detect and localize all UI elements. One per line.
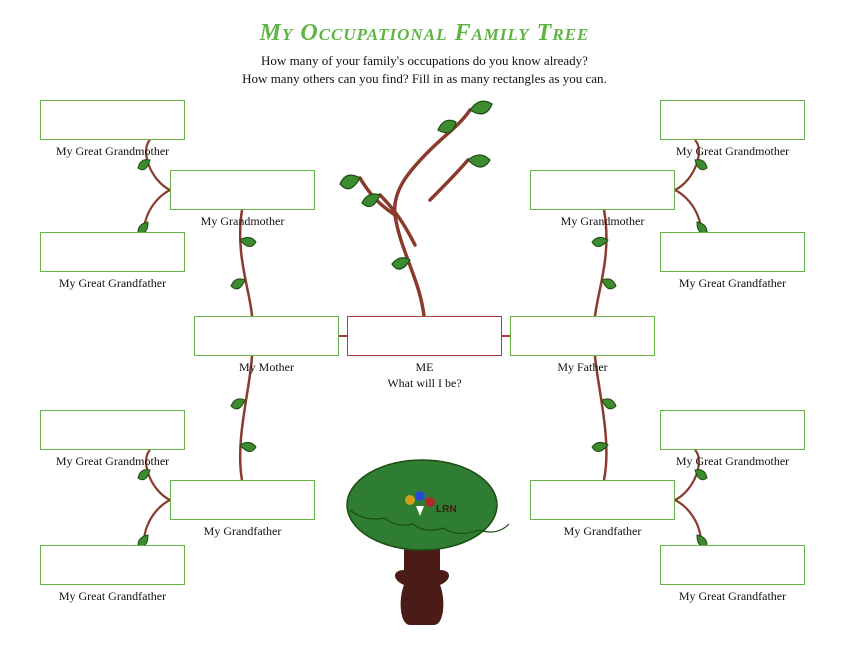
label-m_gpa_ggf: My Great Grandfather [40, 589, 185, 604]
logo-text: LRN [436, 504, 457, 515]
label-f_gma: My Grandmother [530, 214, 675, 229]
label-f_gma_ggm: My Great Grandmother [660, 144, 805, 159]
box-m_gma_ggf[interactable] [40, 232, 185, 272]
box-m_gma_ggm[interactable] [40, 100, 185, 140]
label-f_gpa: My Grandfather [530, 524, 675, 539]
box-f_gma[interactable] [530, 170, 675, 210]
sublabel-me: What will I be? [347, 376, 502, 391]
subtitle-line-1: How many of your family's occupations do… [0, 52, 849, 70]
label-f_gpa_ggf: My Great Grandfather [660, 589, 805, 604]
box-f_gpa_ggm[interactable] [660, 410, 805, 450]
tree-icon: LRN [347, 460, 509, 625]
box-f_gma_ggf[interactable] [660, 232, 805, 272]
label-mother: My Mother [194, 360, 339, 375]
box-m_gma[interactable] [170, 170, 315, 210]
box-f_gpa[interactable] [530, 480, 675, 520]
label-father: My Father [510, 360, 655, 375]
label-m_gma_ggm: My Great Grandmother [40, 144, 185, 159]
box-m_gpa_ggm[interactable] [40, 410, 185, 450]
box-f_gma_ggm[interactable] [660, 100, 805, 140]
box-m_gpa_ggf[interactable] [40, 545, 185, 585]
label-f_gma_ggf: My Great Grandfather [660, 276, 805, 291]
logo-icon: LRN [405, 491, 457, 516]
label-m_gma_ggf: My Great Grandfather [40, 276, 185, 291]
box-father[interactable] [510, 316, 655, 356]
sapling-icon [340, 101, 492, 316]
label-me: ME [347, 360, 502, 375]
box-me[interactable] [347, 316, 502, 356]
box-mother[interactable] [194, 316, 339, 356]
subtitle-line-2: How many others can you find? Fill in as… [0, 70, 849, 88]
label-m_gpa: My Grandfather [170, 524, 315, 539]
label-f_gpa_ggm: My Great Grandmother [660, 454, 805, 469]
label-m_gma: My Grandmother [170, 214, 315, 229]
box-f_gpa_ggf[interactable] [660, 545, 805, 585]
page-title: My Occupational Family Tree [0, 20, 849, 47]
box-m_gpa[interactable] [170, 480, 315, 520]
label-m_gpa_ggm: My Great Grandmother [40, 454, 185, 469]
